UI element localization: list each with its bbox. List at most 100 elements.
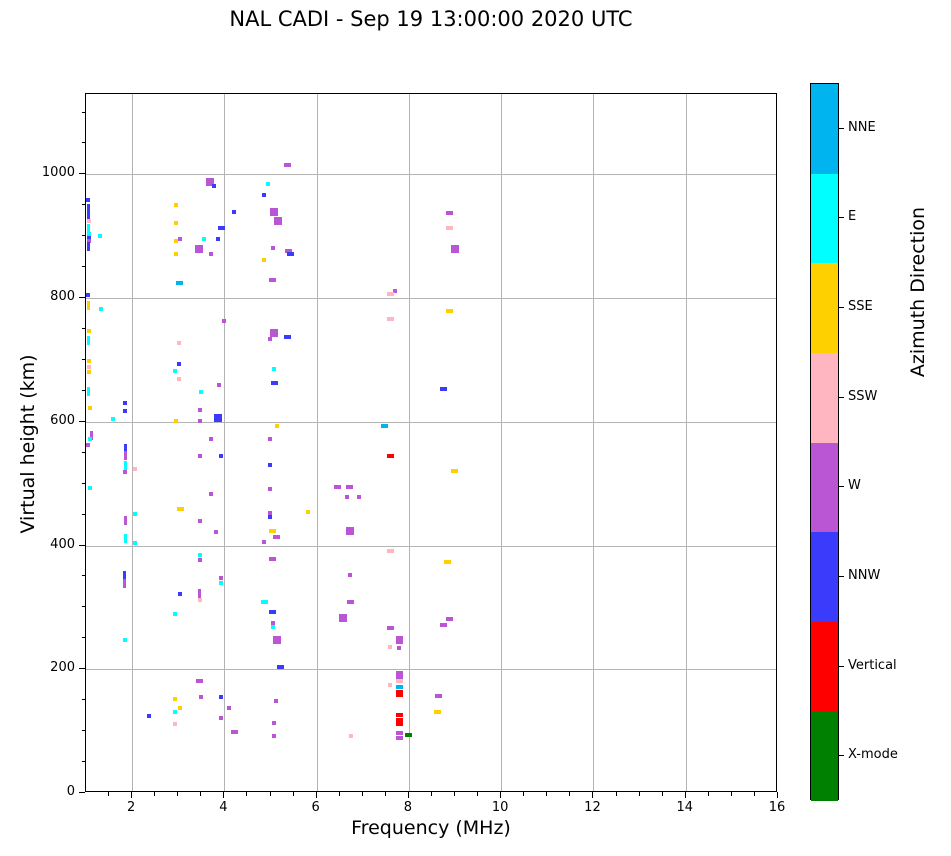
data-point-NNW <box>268 462 273 467</box>
y-tick-label: 600 <box>50 412 75 428</box>
data-point-W <box>209 252 214 257</box>
x-axis-label: Frequency (MHz) <box>351 817 511 839</box>
x-major-tick <box>131 792 133 798</box>
data-point-E <box>88 436 93 441</box>
data-point-SSE <box>173 252 178 257</box>
data-point-NNW <box>123 408 128 413</box>
data-point-W <box>195 679 203 684</box>
x-minor-tick <box>246 792 248 796</box>
x-gridline <box>132 94 134 791</box>
x-tick-label: 12 <box>584 800 601 815</box>
data-point-W <box>440 623 448 628</box>
data-point-W <box>357 495 362 500</box>
data-point-SSE <box>262 258 267 263</box>
colorbar-segment-SSE <box>811 263 838 353</box>
x-tick-label: 10 <box>491 800 509 815</box>
data-point-W <box>262 539 267 544</box>
data-point-E <box>219 580 224 585</box>
y-gridline <box>86 669 776 671</box>
data-point-SSW <box>348 734 353 739</box>
x-minor-tick <box>730 792 732 796</box>
data-point-SSE <box>305 510 310 515</box>
data-point-W <box>227 706 231 711</box>
data-point-SSE <box>274 424 279 429</box>
data-point-NNW <box>178 591 183 596</box>
y-minor-tick <box>81 358 85 360</box>
x-minor-tick <box>638 792 640 796</box>
data-point-SSW <box>86 365 91 370</box>
y-gridline <box>86 174 776 176</box>
data-point-NNW <box>217 225 225 230</box>
y-minor-tick <box>81 761 85 763</box>
y-minor-tick <box>81 235 85 237</box>
data-point-W <box>445 211 453 216</box>
data-point-SSW <box>177 377 182 382</box>
data-point-E <box>173 369 178 374</box>
y-minor-tick <box>81 266 85 268</box>
data-point-W <box>195 245 204 254</box>
data-point-W <box>219 716 224 721</box>
y-minor-tick <box>81 389 85 391</box>
data-point-SSW <box>388 645 393 649</box>
data-point-SSE <box>86 328 91 333</box>
data-point-SSW <box>386 548 394 553</box>
x-minor-tick <box>361 792 363 796</box>
data-point-SSW <box>386 317 394 322</box>
azimuth-colorbar <box>810 83 839 801</box>
data-point-W <box>230 729 238 734</box>
y-gridline <box>86 545 776 547</box>
y-minor-tick <box>81 637 85 639</box>
x-minor-tick <box>569 792 571 796</box>
data-point-W <box>395 636 403 641</box>
data-point-W <box>123 516 127 526</box>
y-minor-tick <box>81 699 85 701</box>
data-point-E <box>272 367 277 372</box>
x-tick-label: 14 <box>676 800 693 815</box>
data-point-V <box>395 692 403 697</box>
data-point-W <box>272 636 281 645</box>
data-point-W <box>395 735 403 740</box>
data-point-W <box>347 599 355 604</box>
data-point-NNW <box>219 695 224 700</box>
x-major-tick <box>500 792 502 798</box>
data-point-W <box>219 576 224 581</box>
y-axis-label: Virtual height (km) <box>17 354 39 534</box>
colorbar-segment-W <box>811 442 838 533</box>
data-point-W <box>197 419 202 424</box>
data-point-SSW <box>388 682 393 687</box>
x-minor-tick <box>384 792 386 796</box>
y-major-tick <box>79 668 85 670</box>
data-point-W <box>216 382 221 387</box>
x-major-tick <box>407 792 409 798</box>
colorbar-segment-NNE <box>811 84 838 174</box>
data-point-W <box>268 336 273 341</box>
colorbar-tick <box>839 665 844 667</box>
data-point-E <box>270 625 275 630</box>
data-point-SSE <box>173 239 178 244</box>
data-point-NNW <box>86 235 91 240</box>
data-point-NNW <box>87 241 91 251</box>
data-point-E <box>198 390 203 395</box>
data-point-W <box>270 207 279 216</box>
data-point-SSE <box>173 418 178 423</box>
data-point-SSW <box>197 598 202 602</box>
data-point-NNW <box>123 401 128 406</box>
y-minor-tick <box>81 482 85 484</box>
colorbar-segment-SSW <box>811 352 838 443</box>
colorbar-tick <box>839 217 844 219</box>
data-point-SSE <box>269 529 277 534</box>
data-point-E <box>173 709 178 714</box>
y-gridline <box>86 421 776 423</box>
data-point-NNW <box>219 453 224 458</box>
data-point-W <box>346 485 354 490</box>
data-point-E <box>202 237 207 242</box>
data-point-W <box>198 695 203 700</box>
y-minor-tick <box>81 142 85 144</box>
colorbar-tick <box>839 396 844 398</box>
data-point-W <box>273 217 282 226</box>
plot-area <box>85 93 777 792</box>
x-minor-tick <box>154 792 156 796</box>
x-gridline <box>316 94 318 791</box>
data-point-W <box>197 519 202 524</box>
x-major-tick <box>592 792 594 798</box>
